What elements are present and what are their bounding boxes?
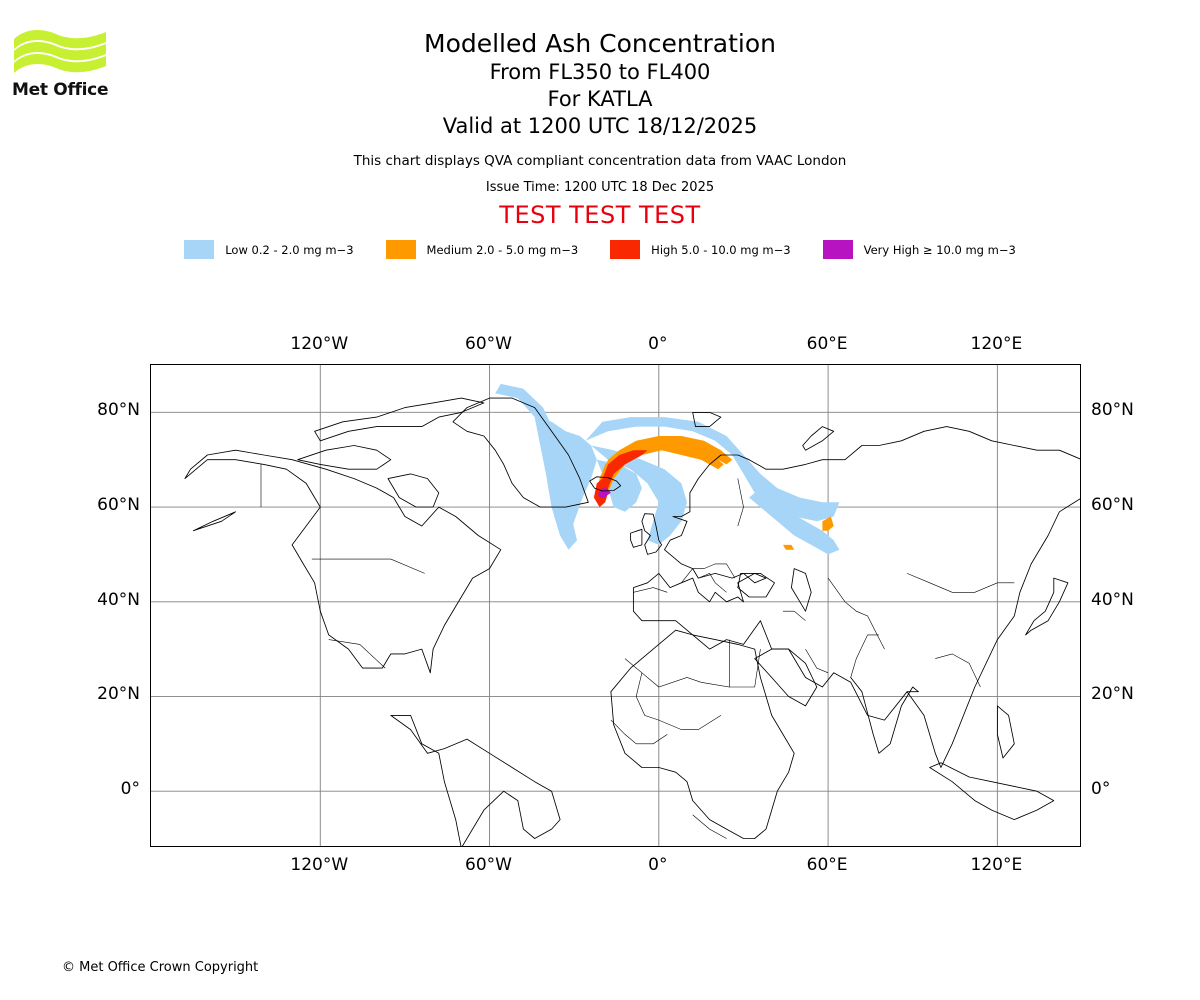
world-map: [151, 365, 1080, 846]
met-office-waves-icon: [14, 29, 106, 73]
title-line-2: From FL350 to FL400: [489, 60, 711, 84]
legend-label-very-high: Very High ≥ 10.0 mg m−3: [863, 242, 1016, 257]
chart-title-block: Modelled Ash Concentration From FL350 to…: [0, 28, 1200, 229]
lat-tick-label-left-1: 20°N: [97, 684, 140, 705]
lat-tick-label-left-0: 0°: [120, 779, 140, 800]
lat-tick-label-left-3: 60°N: [97, 495, 140, 516]
lon-tick-label-bottom-3: 60°E: [806, 855, 848, 875]
lat-tick-label-left-4: 80°N: [97, 400, 140, 421]
lat-tick-label-right-0: 0°: [1091, 779, 1111, 800]
issue-time: Issue Time: 1200 UTC 18 Dec 2025: [485, 180, 715, 195]
lat-tick-label-right-2: 40°N: [1091, 589, 1134, 610]
lat-tick-label-right-1: 20°N: [1091, 684, 1134, 705]
test-banner: TEST TEST TEST: [499, 201, 701, 229]
lat-tick-label-right-4: 80°N: [1091, 400, 1134, 421]
legend-label-low: Low 0.2 - 2.0 mg m−3: [225, 242, 354, 257]
lon-tick-label-bottom-0: 120°W: [290, 855, 349, 875]
legend-label-high: High 5.0 - 10.0 mg m−3: [651, 242, 791, 257]
legend-label-medium: Medium 2.0 - 5.0 mg m−3: [426, 242, 579, 257]
brand-name: Met Office: [12, 80, 109, 100]
title-line-1: Modelled Ash Concentration: [424, 29, 776, 58]
legend-item-very-high: Very High ≥ 10.0 mg m−3: [822, 240, 1016, 259]
lon-tick-label-bottom-1: 60°W: [465, 855, 512, 875]
legend-swatch-high: [610, 240, 641, 259]
lon-tick-label-top-0: 120°W: [290, 334, 349, 354]
legend-swatch-very-high: [822, 240, 853, 259]
lon-tick-label-top-1: 60°W: [465, 334, 512, 354]
legend-item-high: High 5.0 - 10.0 mg m−3: [610, 240, 791, 259]
lon-tick-label-bottom-4: 120°E: [970, 855, 1023, 875]
lon-tick-label-top-2: 0°: [648, 334, 668, 354]
concentration-legend: Low 0.2 - 2.0 mg m−3 Medium 2.0 - 5.0 mg…: [0, 240, 1200, 259]
map-frame: [150, 364, 1081, 847]
lat-tick-label-left-2: 40°N: [97, 589, 140, 610]
lon-tick-label-top-3: 60°E: [806, 334, 848, 354]
legend-swatch-medium: [385, 240, 416, 259]
legend-item-medium: Medium 2.0 - 5.0 mg m−3: [385, 240, 579, 259]
lat-tick-label-right-3: 60°N: [1091, 495, 1134, 516]
title-line-3: For KATLA: [547, 87, 653, 111]
map-plot-area: [150, 364, 1081, 847]
qva-note: This chart displays QVA compliant concen…: [353, 153, 847, 169]
copyright-notice: © Met Office Crown Copyright: [62, 960, 259, 975]
lon-tick-label-top-4: 120°E: [970, 334, 1023, 354]
met-office-logo: Met Office: [12, 26, 122, 100]
title-line-4: Valid at 1200 UTC 18/12/2025: [442, 114, 758, 138]
legend-swatch-low: [184, 240, 215, 259]
legend-item-low: Low 0.2 - 2.0 mg m−3: [184, 240, 354, 259]
lon-tick-label-bottom-2: 0°: [648, 855, 668, 875]
